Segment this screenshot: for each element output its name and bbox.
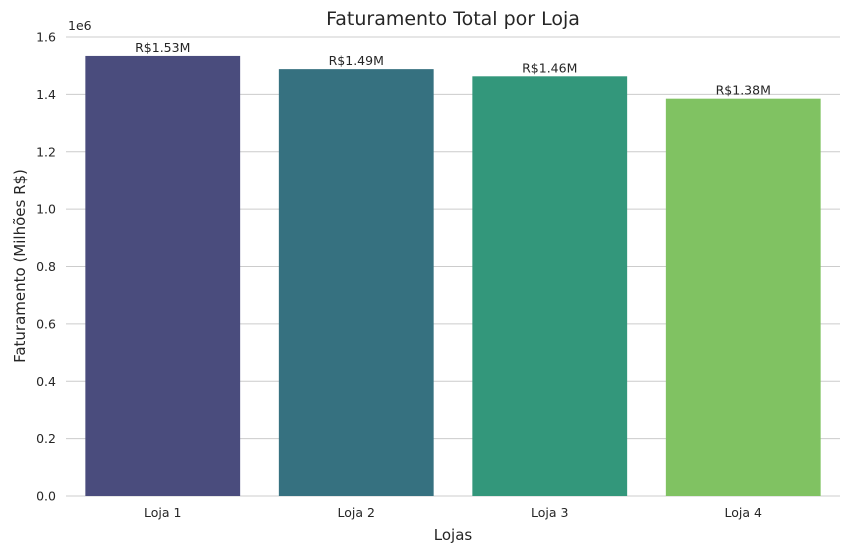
y-tick-label: 1.4 (36, 87, 56, 102)
y-tick-labels: 0.0 0.2 0.4 0.6 0.8 1.0 1.2 1.4 1.6 (36, 30, 56, 504)
x-tick-label: Loja 4 (725, 505, 762, 520)
y-tick-label: 0.0 (36, 489, 56, 504)
y-tick-label: 1.6 (36, 30, 56, 45)
x-axis-label: Lojas (434, 526, 473, 544)
x-tick-labels: Loja 1 Loja 2 Loja 3 Loja 4 (144, 505, 762, 520)
bar-value-label: R$1.49M (329, 53, 384, 68)
y-tick-label: 0.6 (36, 316, 56, 331)
y-tick-label: 1.0 (36, 202, 56, 217)
y-tick-label: 0.8 (36, 259, 56, 274)
y-tick-label: 0.2 (36, 431, 56, 446)
y-tick-label: 1.2 (36, 144, 56, 159)
bar-value-label: R$1.53M (135, 40, 190, 55)
chart-title: Faturamento Total por Loja (326, 8, 580, 30)
bar-value-label: R$1.38M (716, 83, 771, 98)
bars (85, 55, 821, 497)
bar (665, 98, 821, 496)
bar (278, 69, 434, 496)
x-tick-label: Loja 2 (338, 505, 375, 520)
bar (85, 55, 241, 497)
bar (472, 76, 628, 496)
data-labels: R$1.53M R$1.49M R$1.46M R$1.38M (135, 40, 771, 98)
bar-value-label: R$1.46M (522, 60, 577, 75)
x-tick-label: Loja 3 (531, 505, 568, 520)
y-offset-text: 1e6 (68, 18, 92, 33)
y-axis-label: Faturamento (Milhões R$) (11, 169, 29, 363)
x-tick-label: Loja 1 (144, 505, 181, 520)
y-tick-label: 0.4 (36, 374, 56, 389)
